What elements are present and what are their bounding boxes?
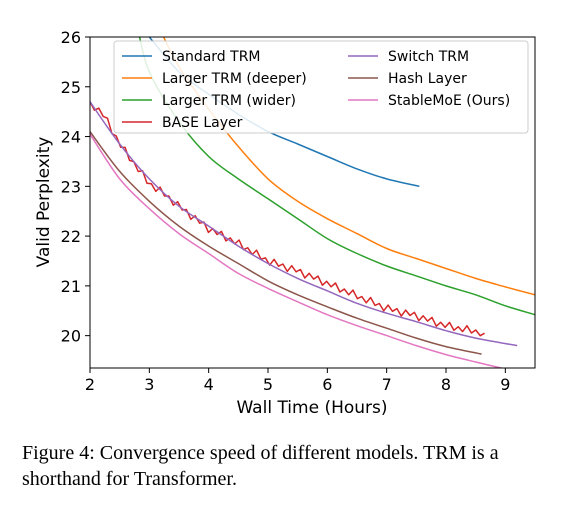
y-tick-label: 21 bbox=[61, 277, 81, 296]
legend-label-larger-trm-wider: Larger TRM (wider) bbox=[162, 93, 296, 109]
legend-label-switch-trm: Switch TRM bbox=[388, 49, 469, 65]
y-tick-label: 25 bbox=[61, 78, 81, 97]
x-tick-label: 3 bbox=[144, 375, 154, 394]
y-tick-label: 20 bbox=[61, 327, 81, 346]
legend-label-hash-layer: Hash Layer bbox=[388, 71, 467, 87]
y-axis-label: Valid Perplexity bbox=[34, 137, 54, 268]
y-tick-label: 26 bbox=[61, 28, 81, 47]
legend-label-larger-trm-deeper: Larger TRM (deeper) bbox=[162, 71, 307, 87]
series-line-stablemoe-ours bbox=[90, 133, 505, 368]
caption-text: Convergence speed of different models. T… bbox=[22, 442, 499, 490]
x-tick-label: 7 bbox=[382, 375, 392, 394]
x-axis-label: Wall Time (Hours) bbox=[236, 398, 387, 418]
series-line-switch-trm bbox=[90, 101, 518, 347]
x-tick-label: 9 bbox=[500, 375, 510, 394]
x-axis: 2 3 4 5 6 7 8 9 bbox=[85, 368, 510, 394]
x-tick-label: 2 bbox=[85, 375, 95, 394]
series-line-base-layer bbox=[90, 101, 485, 337]
x-tick-label: 5 bbox=[263, 375, 273, 394]
x-tick-label: 6 bbox=[322, 375, 332, 394]
legend-box bbox=[113, 40, 529, 134]
legend-label-standard-trm: Standard TRM bbox=[162, 49, 261, 65]
figure-caption: Figure 4: Convergence speed of different… bbox=[22, 440, 552, 492]
series-line-hash-layer bbox=[90, 131, 482, 355]
legend: Standard TRM Larger TRM (deeper) Larger TR… bbox=[113, 40, 529, 134]
y-tick-label: 24 bbox=[61, 128, 81, 147]
legend-label-base-layer: BASE Layer bbox=[162, 115, 243, 131]
x-tick-label: 4 bbox=[204, 375, 214, 394]
caption-label: Figure 4: bbox=[22, 442, 95, 464]
y-tick-label: 23 bbox=[61, 177, 81, 196]
plot-frame bbox=[89, 36, 536, 369]
y-tick-label: 22 bbox=[61, 227, 81, 246]
x-tick-label: 8 bbox=[441, 375, 451, 394]
legend-label-stablemoe-ours: StableMoE (Ours) bbox=[388, 93, 510, 109]
y-axis: 20 21 22 23 24 25 26 bbox=[61, 28, 90, 346]
